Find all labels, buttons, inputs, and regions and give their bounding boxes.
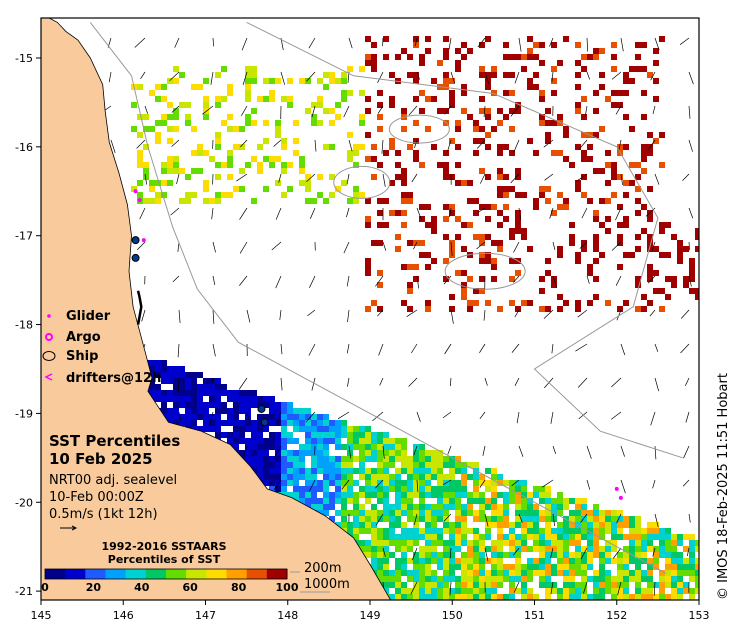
x-tick-label: 151: [524, 609, 545, 622]
glider-marker: [141, 238, 146, 243]
x-tick-label: 152: [606, 609, 627, 622]
product-label: NRT00 adj. sealevel: [49, 473, 177, 488]
current-vectors: [99, 37, 694, 596]
colorbar-title: 1992-2016 SSTAARS: [101, 540, 226, 553]
colorbar-tick-label: 0: [41, 581, 49, 594]
valid-time-label: 10-Feb 00:00Z: [49, 490, 144, 505]
colorbar-swatch: [166, 569, 187, 579]
argo-marker: [131, 253, 140, 262]
colorbar-swatch: [65, 569, 86, 579]
y-tick-label: -19: [15, 407, 33, 420]
x-tick-label: 153: [689, 609, 710, 622]
x-tick-label: 149: [360, 609, 381, 622]
platform-markers: [131, 189, 623, 500]
colorbar-swatch: [186, 569, 207, 579]
percentile-colorbar: 0 20 40 60 80 100: [41, 568, 299, 594]
contour-200m-label: 200m: [304, 561, 341, 576]
legend-glider-label: Glider: [66, 309, 111, 324]
axes: 145 146 147 148 149 150 151 152 153 -15 -16 -17 -18 -…: [15, 52, 709, 622]
colorbar-tick-label: 100: [276, 581, 299, 594]
y-tick-label: -15: [15, 52, 33, 65]
colorbar-swatch: [85, 569, 106, 579]
y-tick-label: -17: [15, 230, 33, 243]
colorbar-swatch: [45, 569, 66, 579]
drifter-legend-arrow: [44, 373, 53, 381]
colorbar-swatch: [226, 569, 248, 579]
colorbar-tick-label: 80: [231, 581, 247, 594]
platform-legend: Glider Argo Ship drifters@12h: [42, 309, 161, 386]
argo-legend-ring: [45, 333, 53, 341]
vector-scale-label: 0.5m/s (1kt 12h): [49, 507, 158, 522]
y-tick-label: -21: [15, 585, 33, 598]
y-tick-label: -18: [15, 319, 33, 332]
colorbar-swatch: [125, 569, 147, 579]
glider-marker: [614, 486, 619, 491]
glider-marker: [618, 495, 623, 500]
colorbar-swatch: [266, 569, 288, 579]
map-title: SST Percentiles: [49, 432, 180, 450]
x-tick-label: 148: [277, 609, 298, 622]
colorbar-subtitle: Percentiles of SST: [108, 553, 221, 566]
colorbar-swatch: [105, 569, 127, 579]
argo-marker: [131, 236, 140, 245]
colorbar-tick-label: 20: [86, 581, 102, 594]
colorbar-swatch: [246, 569, 268, 579]
y-tick-label: -16: [15, 141, 33, 154]
colorbar-tick-label: 60: [183, 581, 199, 594]
ship-track: [136, 290, 143, 325]
ship-legend-ellipse: [42, 351, 56, 361]
legend-ship-label: Ship: [66, 349, 98, 364]
x-tick-label: 150: [442, 609, 463, 622]
x-tick-label: 146: [113, 609, 134, 622]
colorbar-tick-label: 40: [134, 581, 150, 594]
legend-drifters-label: drifters@12h: [66, 371, 161, 386]
colorbar-swatch: [145, 569, 167, 579]
contour-1000m-label: 1000m: [304, 577, 350, 592]
x-tick-label: 145: [31, 609, 52, 622]
glider-marker: [133, 189, 138, 194]
argo-marker: [260, 418, 269, 427]
colorbar-swatch: [206, 569, 227, 579]
glider-legend-dot: [47, 314, 51, 318]
y-tick-label: -20: [15, 496, 33, 509]
bathymetry-contours: [89, 21, 683, 574]
x-tick-label: 147: [195, 609, 216, 622]
imos-credit: © IMOS 18-Feb-2025 11:51 Hobart: [716, 373, 731, 600]
vector-scale-arrow: [60, 525, 78, 531]
land-mass: [41, 18, 392, 600]
argo-marker: [257, 404, 266, 413]
glider-marker: [137, 198, 142, 203]
legend-argo-label: Argo: [66, 330, 101, 345]
map-date: 10 Feb 2025: [49, 450, 153, 468]
